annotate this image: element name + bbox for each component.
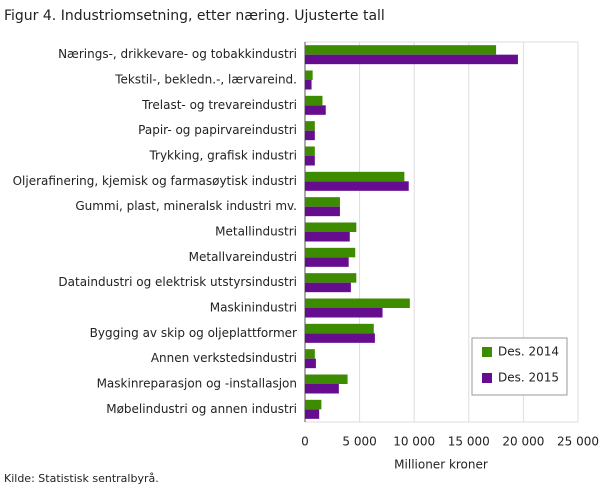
x-tick-label: 15 000	[448, 435, 490, 449]
y-tick-label: Nærings-, drikkevare- og tobakkindustri	[58, 47, 297, 61]
x-tick-label: 20 000	[502, 435, 544, 449]
bar	[305, 298, 410, 308]
y-tick-label: Papir- og papirvareindustri	[138, 123, 297, 137]
bar	[305, 232, 350, 242]
bar	[305, 333, 375, 343]
x-tick-label: 5 000	[342, 435, 376, 449]
bar	[305, 349, 315, 359]
bar	[305, 80, 312, 90]
legend-swatch	[482, 373, 492, 383]
bar	[305, 181, 409, 191]
x-tick-label: 25 000	[557, 435, 599, 449]
y-tick-label: Maskinindustri	[210, 301, 297, 315]
bar	[305, 374, 348, 384]
y-tick-label: Oljerafinering, kjemisk og farmasøytisk …	[13, 174, 297, 188]
bar	[305, 206, 340, 217]
bar	[305, 171, 405, 182]
source: Kilde: Statistisk sentralbyrå.	[4, 472, 159, 485]
bar	[305, 323, 374, 334]
x-tick-label: 10 000	[393, 435, 435, 449]
bar	[305, 130, 315, 141]
legend-label: Des. 2015	[498, 371, 559, 385]
bar	[305, 257, 349, 267]
bar	[305, 282, 351, 293]
y-tick-label: Bygging av skip og oljeplattformer	[90, 326, 297, 340]
bar	[305, 54, 518, 65]
bar	[305, 121, 315, 131]
bar	[305, 399, 322, 410]
y-tick-label: Annen verkstedsindustri	[151, 351, 297, 365]
y-tick-label: Metallvareindustri	[189, 250, 297, 264]
bar	[305, 222, 357, 232]
y-tick-label: Møbelindustri og annen industri	[106, 402, 297, 416]
bar	[305, 409, 320, 419]
bar	[305, 45, 497, 55]
legend-label: Des. 2014	[498, 345, 559, 359]
y-tick-label: Trelast- og trevareindustri	[141, 98, 297, 112]
legend-swatch	[482, 347, 492, 357]
bar	[305, 146, 315, 156]
bar	[305, 273, 357, 283]
bar	[305, 156, 315, 166]
bar	[305, 197, 340, 207]
y-tick-label: Dataindustri og elektrisk utstyrsindustr…	[58, 275, 297, 289]
bar	[305, 247, 356, 258]
bar	[305, 308, 383, 318]
x-tick-label: 0	[301, 435, 309, 449]
y-tick-label: Trykking, grafisk industri	[148, 149, 297, 163]
bar	[305, 105, 326, 115]
chart-title: Figur 4. Industriomsetning, etter næring…	[4, 8, 385, 24]
bar	[305, 70, 313, 80]
y-tick-label: Tekstil-, bekledn.-, lærvareind.	[114, 73, 297, 87]
y-tick-label: Metallindustri	[215, 225, 297, 239]
bar	[305, 384, 339, 394]
bar	[305, 358, 316, 369]
y-tick-label: Maskinreparasjon og -installasjon	[97, 377, 297, 391]
bar	[305, 95, 323, 106]
x-axis-label: Millioner kroner	[394, 458, 488, 472]
y-tick-label: Gummi, plast, mineralsk industri mv.	[75, 199, 297, 213]
